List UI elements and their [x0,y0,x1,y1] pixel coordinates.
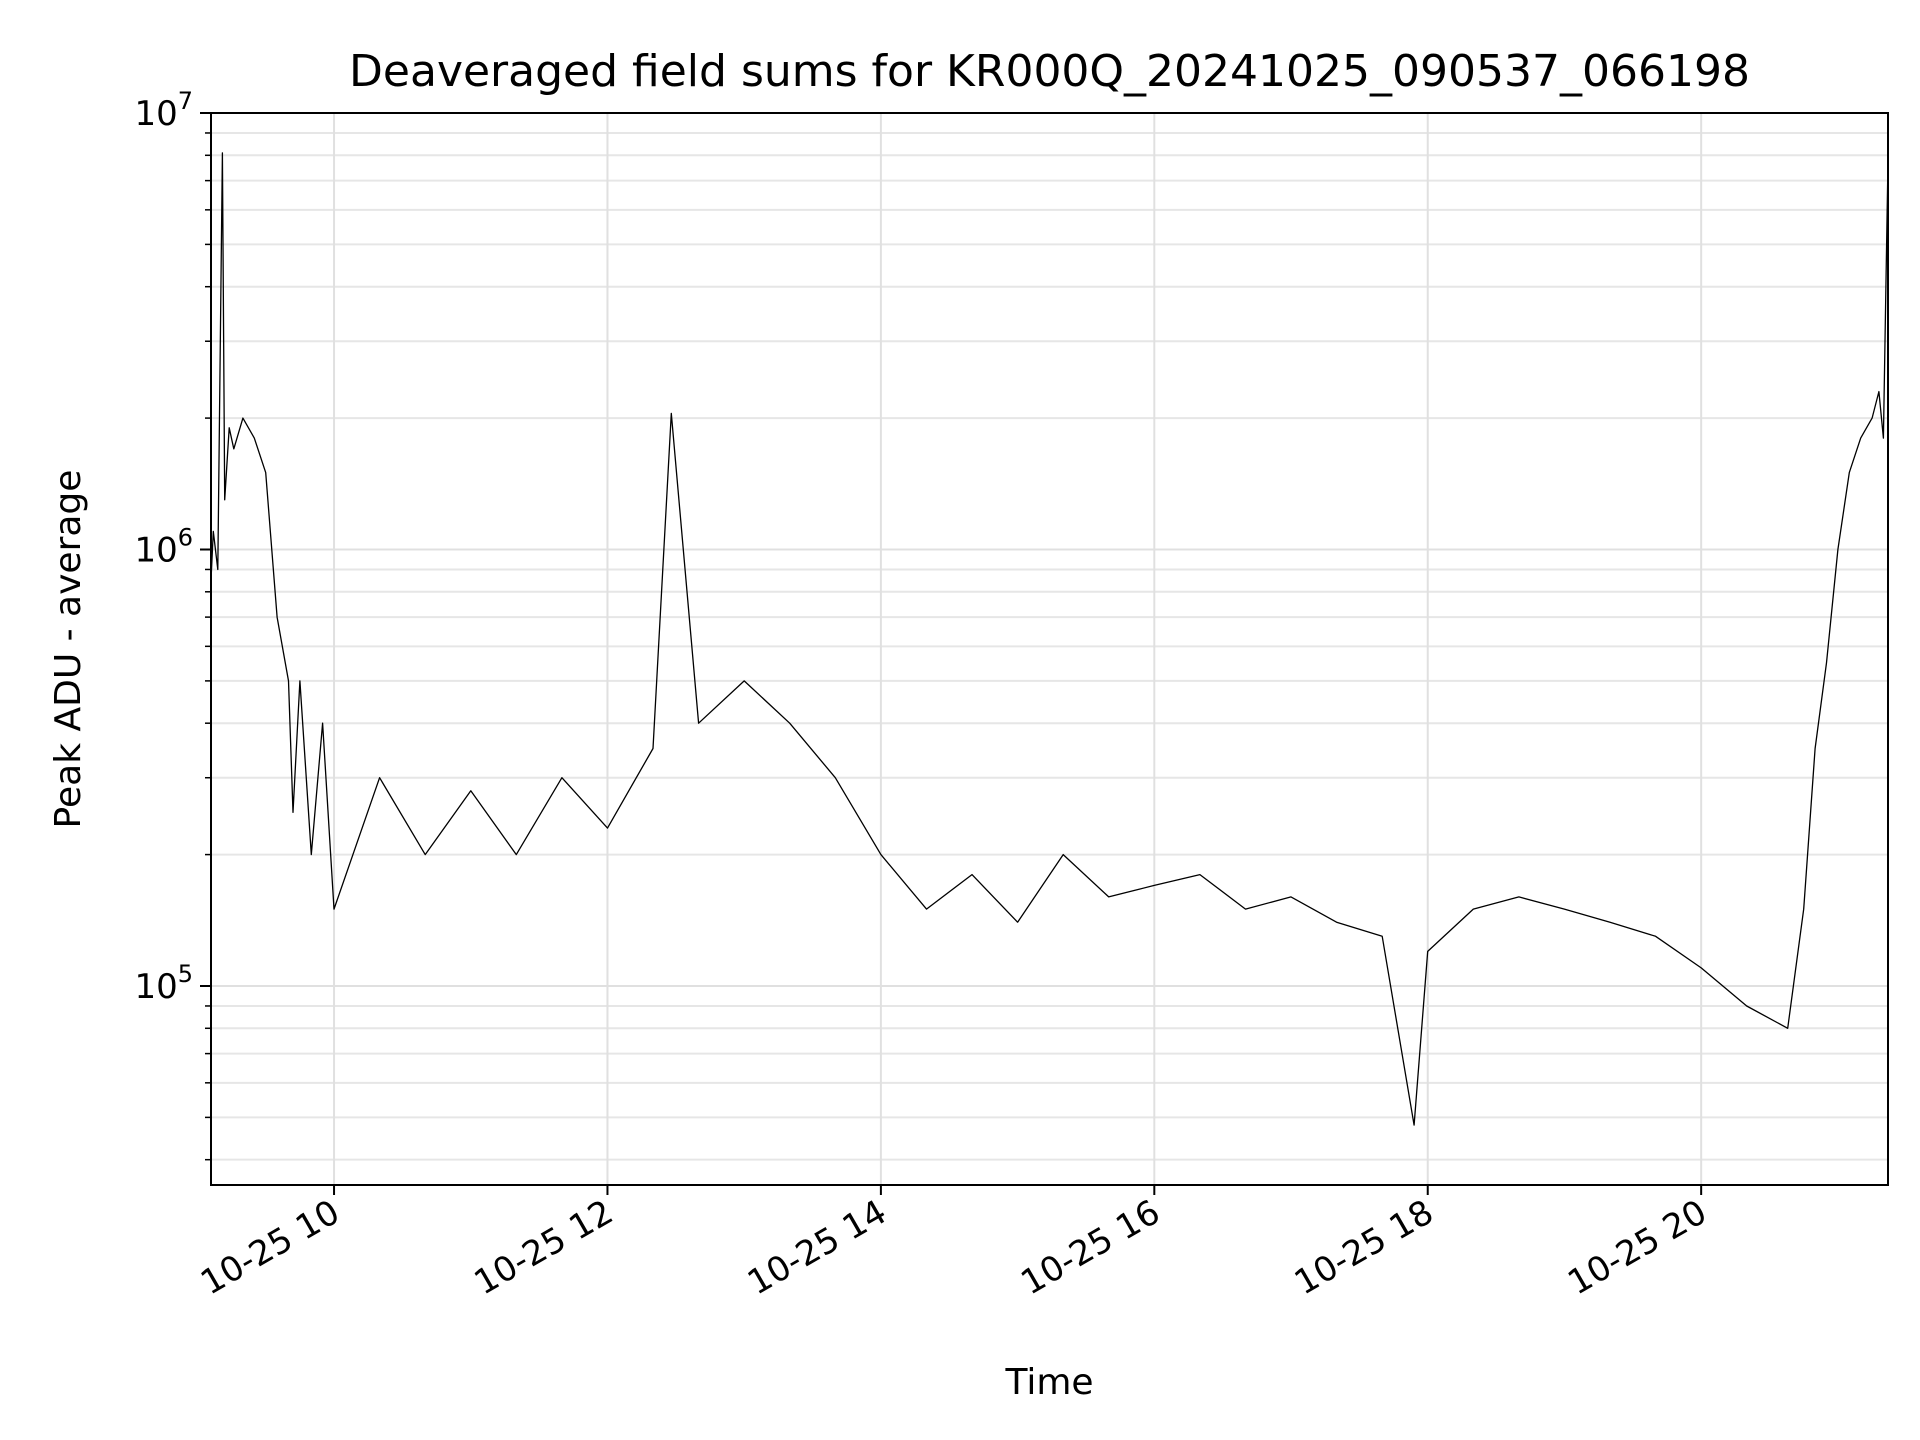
y-tick-label: 105 [134,960,193,1007]
y-tick-label: 107 [134,87,193,134]
x-axis-label: Time [1004,1362,1093,1403]
series-line [210,152,1889,1126]
y-tick-label: 106 [134,523,193,570]
series-layer [210,152,1889,1126]
grid [211,112,1888,1185]
chart-title: Deaveraged field sums for KR000Q_2024102… [349,46,1750,97]
y-axis-label: Peak ADU - average [48,470,89,829]
plot-area-frame [210,112,1889,1186]
y-axis: 105 106 107 [134,87,211,1161]
